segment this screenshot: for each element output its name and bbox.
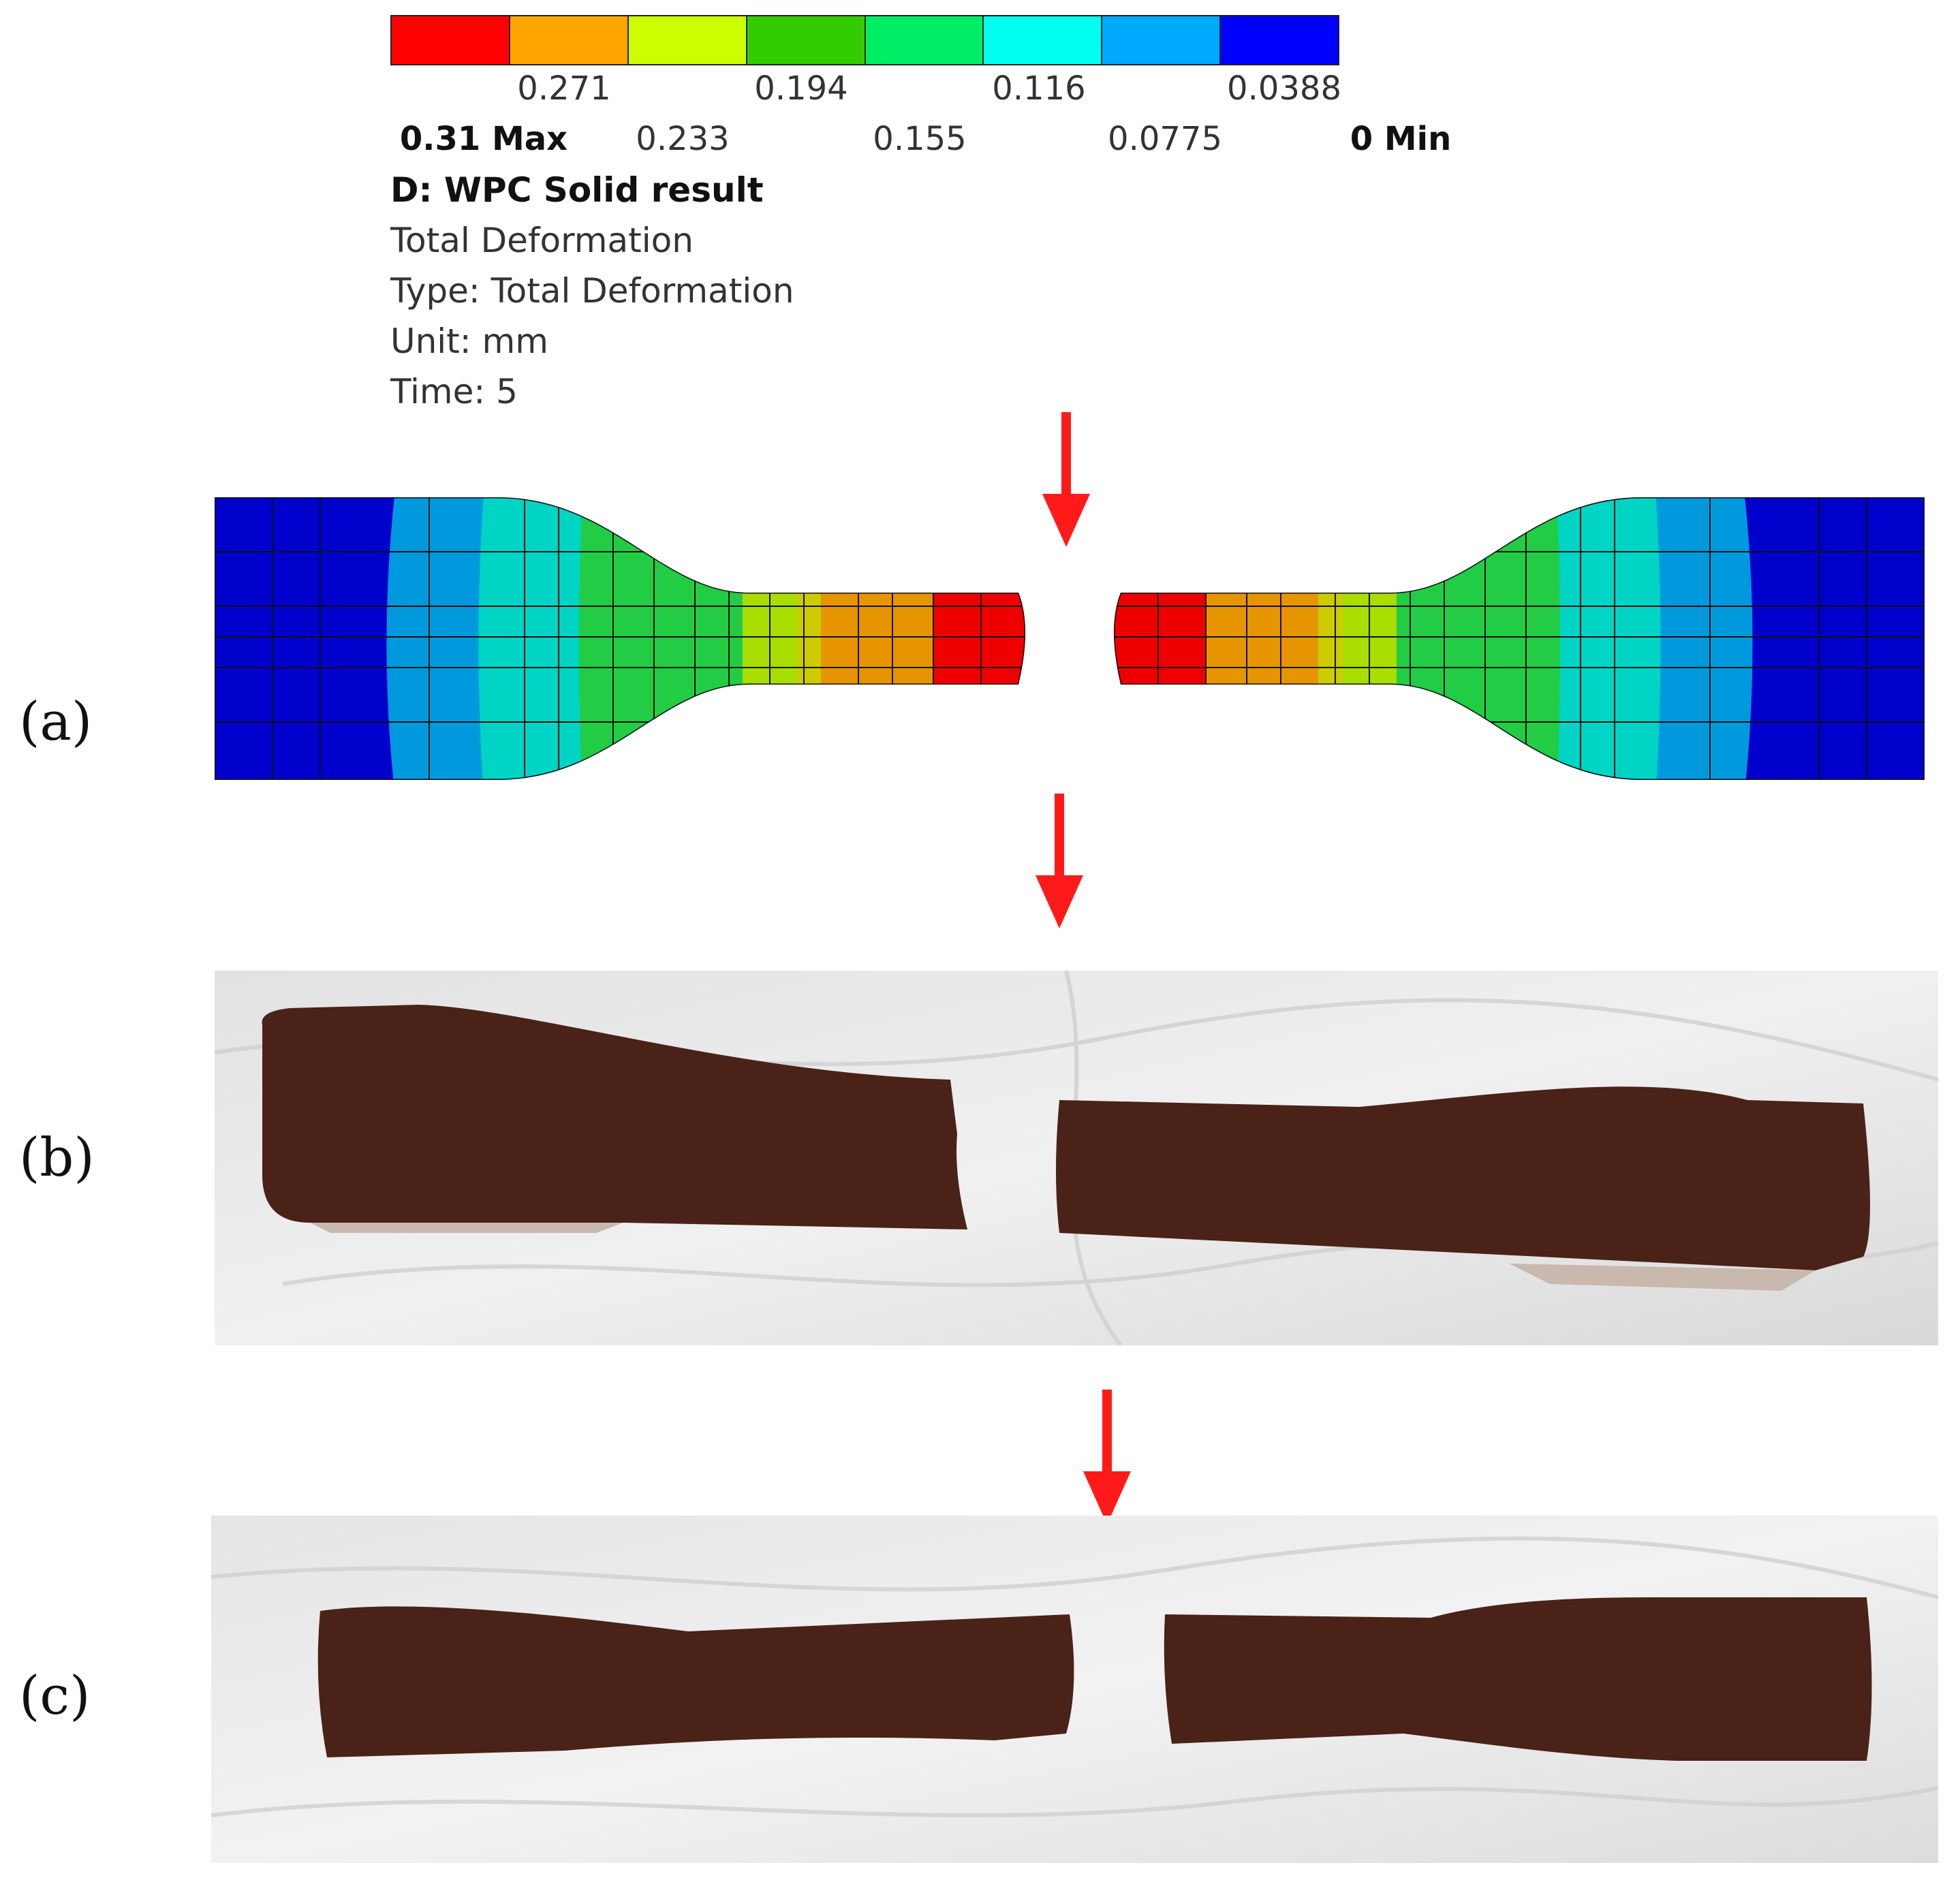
fea-left-piece [215, 497, 1025, 780]
specimen-photo-b [215, 971, 1938, 1345]
legend-segment-1 [392, 16, 510, 64]
result-line-2: Type: Total Deformation [390, 271, 794, 311]
legend-segment-7 [1102, 16, 1222, 64]
legend-tick-max: 0.31 Max [399, 120, 568, 158]
result-title: D: WPC Solid result [390, 170, 764, 210]
panel-label-c: (c) [19, 1665, 91, 1727]
specimen-photo-c [211, 1516, 1938, 1863]
legend-segment-3 [628, 16, 747, 64]
legend-tick-lower-2: 0.233 [636, 120, 730, 158]
legend-segment-4 [747, 16, 866, 64]
legend-color-bar [390, 15, 1339, 65]
legend-tick-lower-3: 0.155 [873, 120, 967, 158]
legend-tick-upper-1: 0.271 [517, 69, 611, 108]
arrow-down-icon-1 [1042, 412, 1090, 547]
legend-segment-5 [865, 16, 984, 64]
legend-tick-upper-4: 0.0388 [1227, 69, 1341, 108]
panel-label-b: (b) [19, 1127, 95, 1189]
legend-segment-6 [984, 16, 1103, 64]
result-line-3: Unit: mm [390, 322, 548, 361]
legend-segment-2 [510, 16, 629, 64]
result-line-1: Total Deformation [390, 221, 694, 260]
legend-tick-upper-2: 0.194 [754, 69, 848, 108]
arrow-down-icon-2 [1036, 794, 1083, 928]
fea-deformation-plot [215, 497, 1925, 780]
arrow-down-icon-3 [1083, 1390, 1131, 1524]
legend-tick-upper-3: 0.116 [992, 69, 1086, 108]
panel-label-a: (a) [19, 691, 93, 753]
legend-tick-lower-4: 0.0775 [1108, 120, 1222, 158]
fea-right-piece [1114, 497, 1925, 780]
legend-tick-min: 0 Min [1350, 120, 1452, 158]
legend-segment-8 [1221, 16, 1338, 64]
result-line-4: Time: 5 [390, 372, 518, 411]
